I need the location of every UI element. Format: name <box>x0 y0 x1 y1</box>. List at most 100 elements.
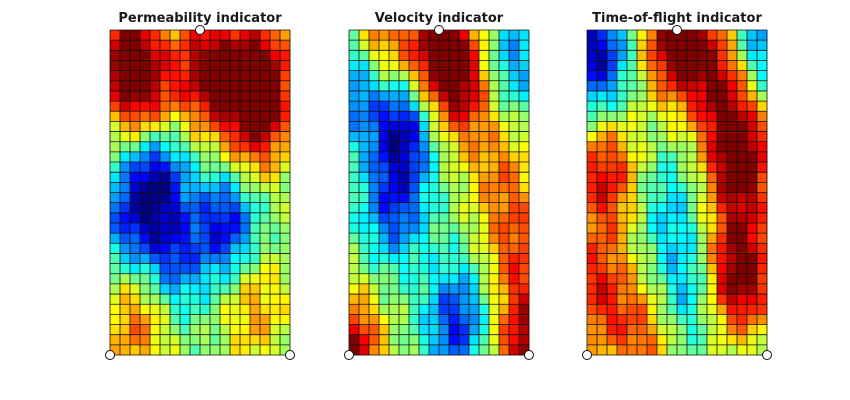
heatmap-cell <box>190 192 201 204</box>
heatmap-cell <box>389 334 400 346</box>
heatmap-cell <box>469 324 480 336</box>
heatmap-cell <box>597 253 608 264</box>
heatmap-cell <box>120 212 131 224</box>
heatmap-cell <box>637 304 648 315</box>
heatmap-cell <box>359 101 370 112</box>
heatmap-cell <box>499 233 510 244</box>
heatmap-cell <box>647 80 658 92</box>
heatmap-cell <box>587 324 598 336</box>
heatmap-cell <box>160 304 171 315</box>
heatmap-cell <box>409 263 420 275</box>
heatmap-cell <box>150 151 161 163</box>
heatmap-cell <box>757 40 768 51</box>
heatmap-cell <box>519 344 530 356</box>
heatmap-cell <box>519 314 530 325</box>
heatmap-cell <box>617 141 628 153</box>
heatmap-cell <box>379 222 390 234</box>
heatmap-cell <box>587 121 598 132</box>
heatmap-cell <box>707 111 718 122</box>
heatmap-cell <box>637 172 648 183</box>
heatmap-cell <box>150 314 161 325</box>
heatmap-cell <box>717 273 728 285</box>
heatmap-cell <box>429 111 440 122</box>
heatmap-cell <box>717 80 728 92</box>
heatmap-cell <box>747 50 758 61</box>
heatmap-cell <box>627 314 638 325</box>
heatmap-cell <box>230 273 241 285</box>
heatmap-cell <box>587 60 598 72</box>
heatmap-cell <box>190 30 201 41</box>
heatmap-cell <box>379 141 390 153</box>
heatmap-cell <box>469 263 480 275</box>
heatmap-cell <box>519 40 530 51</box>
heatmap-cell <box>200 294 211 305</box>
heatmap-cell <box>270 233 281 244</box>
heatmap-cell <box>677 80 688 92</box>
heatmap-cell <box>220 253 231 264</box>
heatmap-cell <box>637 283 648 295</box>
heatmap-cell <box>160 263 171 275</box>
heatmap-cell <box>637 273 648 285</box>
heatmap-cell <box>230 151 241 163</box>
heatmap-cell <box>587 192 598 204</box>
heatmap-cell <box>627 60 638 72</box>
heatmap-cell <box>727 263 738 275</box>
heatmap-cell <box>697 101 708 112</box>
heatmap-cell <box>190 212 201 224</box>
heatmap-cell <box>469 60 480 72</box>
heatmap-cell <box>747 222 758 234</box>
heatmap-cell <box>429 202 440 214</box>
heatmap-cell <box>349 222 360 234</box>
heatmap-cell <box>449 263 460 275</box>
heatmap-cell <box>687 162 698 173</box>
heatmap-cell <box>677 50 688 61</box>
heatmap-cell <box>657 192 668 204</box>
heatmap-cell <box>657 101 668 112</box>
heatmap-cell <box>130 344 141 356</box>
heatmap-cell <box>667 90 678 102</box>
heatmap-cell <box>697 344 708 356</box>
heatmap-cell <box>617 324 628 336</box>
heatmap-cell <box>429 283 440 295</box>
heatmap-cell <box>260 243 271 254</box>
heatmap-cell <box>399 263 410 275</box>
heatmap-cell <box>140 314 151 325</box>
heatmap-cell <box>280 80 291 92</box>
heatmap-cell <box>240 243 251 254</box>
heatmap-cell <box>459 243 470 254</box>
heatmap-cell <box>677 324 688 336</box>
heatmap-cell <box>130 202 141 214</box>
heatmap-cell <box>240 202 251 214</box>
heatmap-cell <box>409 50 420 61</box>
heatmap-cell <box>667 50 678 61</box>
heatmap-cell <box>150 80 161 92</box>
heatmap-cell <box>707 182 718 193</box>
heatmap-cell <box>479 324 490 336</box>
heatmap-cell <box>597 304 608 315</box>
heatmap-cell <box>200 304 211 315</box>
heatmap-cell <box>170 182 181 193</box>
heatmap-cell <box>369 60 380 72</box>
heatmap-cell <box>270 162 281 173</box>
heatmap-cell <box>270 294 281 305</box>
heatmap-cell <box>379 192 390 204</box>
heatmap-cell <box>389 121 400 132</box>
heatmap-cell <box>687 344 698 356</box>
heatmap-cell <box>409 172 420 183</box>
heatmap-cell <box>499 30 510 41</box>
heatmap-cell <box>419 90 430 102</box>
heatmap-cell <box>240 263 251 275</box>
heatmap-cell <box>260 80 271 92</box>
heatmap-cell <box>429 121 440 132</box>
heatmap-cell <box>369 233 380 244</box>
heatmap-cell <box>677 131 688 143</box>
heatmap-cell <box>727 283 738 295</box>
heatmap-cell <box>280 233 291 244</box>
velocity-plot <box>344 25 534 360</box>
heatmap-cell <box>250 304 261 315</box>
heatmap-cell <box>170 50 181 61</box>
heatmap-cell <box>270 111 281 122</box>
heatmap-cell <box>160 131 171 143</box>
heatmap-cell <box>597 243 608 254</box>
heatmap-cell <box>687 101 698 112</box>
